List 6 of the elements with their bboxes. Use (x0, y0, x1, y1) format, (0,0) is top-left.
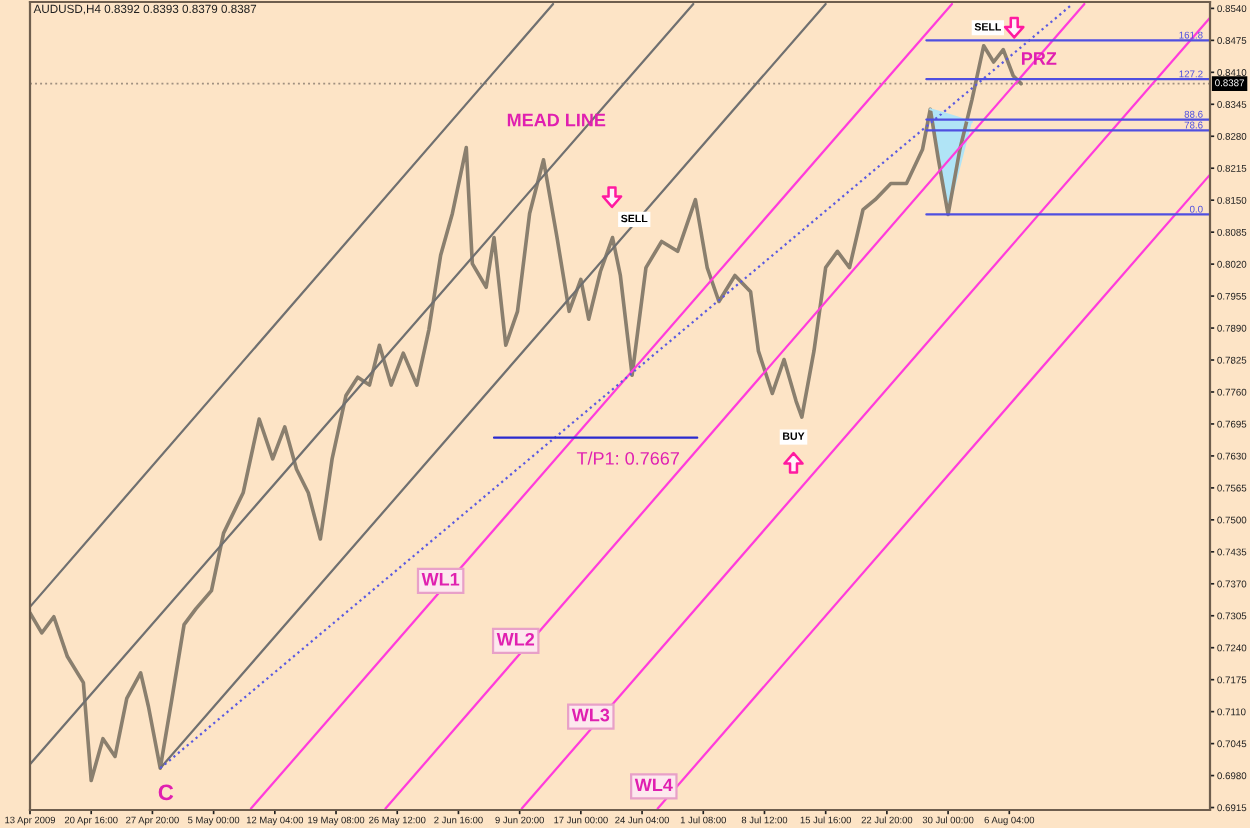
annotation: WL1 (421, 573, 460, 586)
annotation: WL3 (571, 708, 610, 722)
annotation: T/P1: 0.7667 (576, 451, 679, 465)
annotation: WL4 (634, 778, 673, 792)
annotation: WL2 (496, 632, 535, 646)
annotation: C (158, 784, 174, 801)
